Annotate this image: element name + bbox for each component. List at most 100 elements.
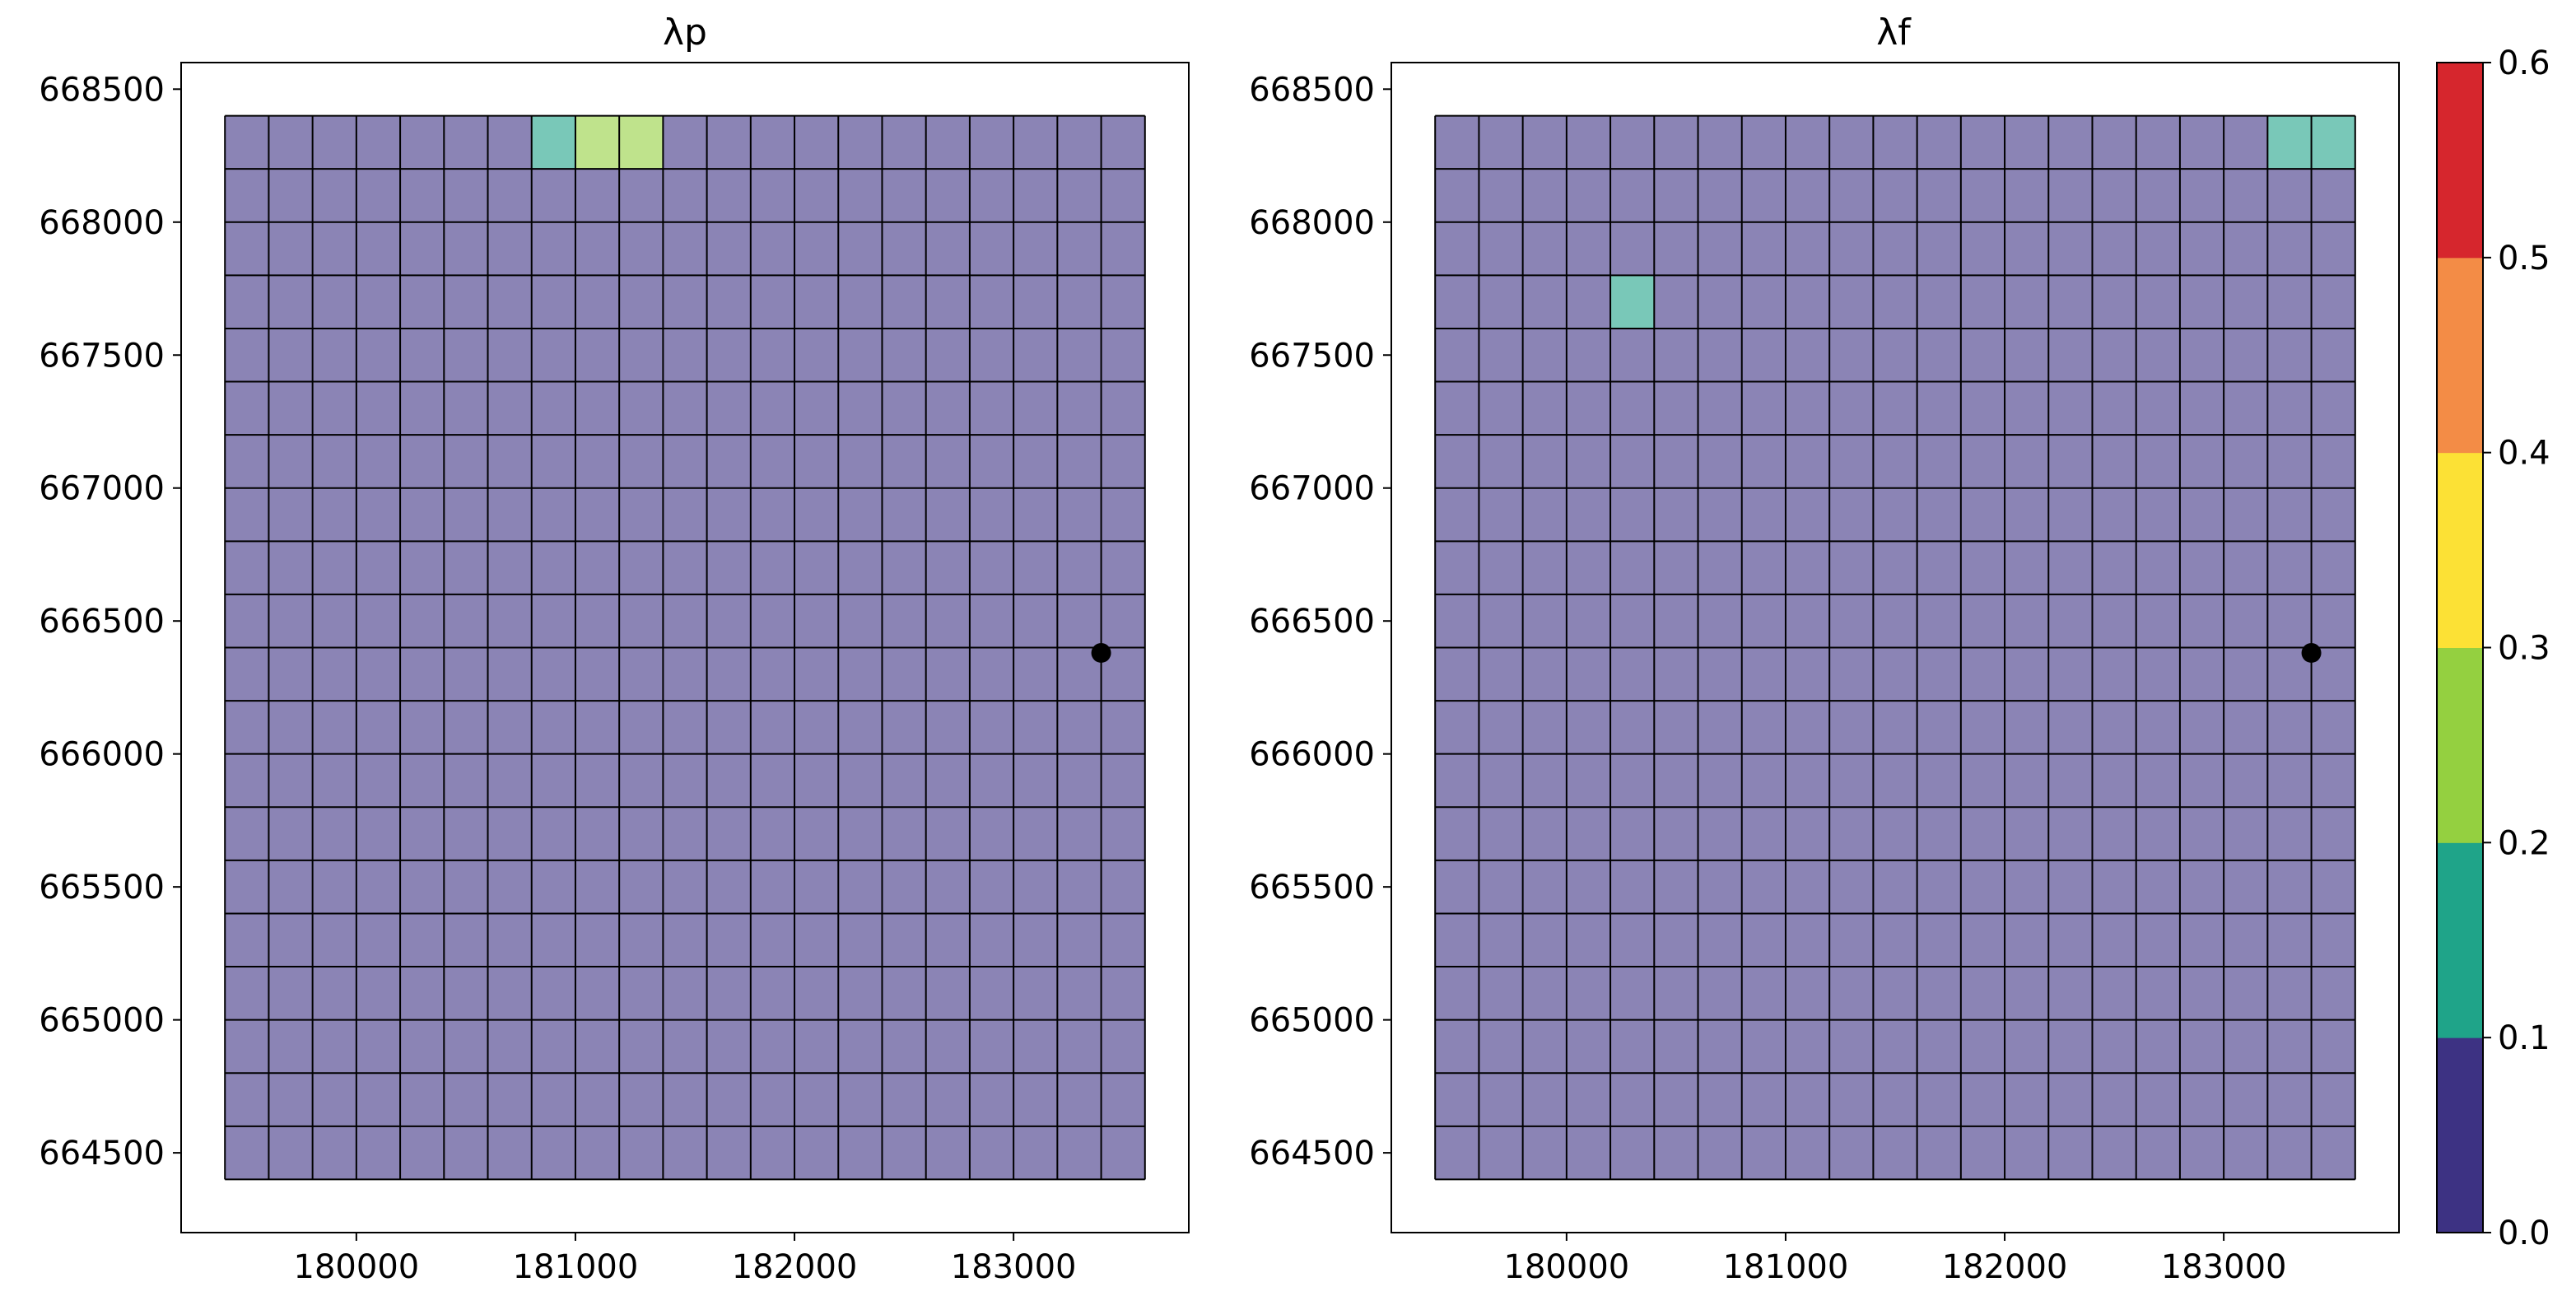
grid-cell — [1698, 328, 1743, 383]
grid-cell — [969, 115, 1014, 170]
grid-cell — [2136, 328, 2181, 383]
grid-cell — [2267, 594, 2313, 648]
grid-cell — [706, 381, 752, 436]
grid-cell — [356, 115, 401, 170]
grid-cell — [2005, 115, 2049, 170]
grid-cell — [2048, 807, 2093, 861]
grid-cell — [882, 115, 927, 170]
grid-cell — [1479, 328, 1524, 383]
x-tick-label: 182000 — [732, 1248, 858, 1286]
grid-cell — [531, 169, 576, 223]
grid-cell — [925, 435, 971, 489]
grid-cell — [1741, 647, 1786, 702]
grid-cell — [2092, 487, 2137, 542]
grid-cell — [1873, 169, 1918, 223]
grid-cell — [312, 381, 357, 436]
grid-cell — [1785, 807, 1830, 861]
grid-cell — [663, 328, 708, 383]
grid-cell — [268, 169, 314, 223]
grid-cell — [1522, 701, 1567, 755]
grid-cell — [1960, 381, 2005, 436]
grid-cell — [882, 1126, 927, 1180]
grid-cell — [1057, 753, 1102, 808]
grid-cell — [268, 753, 314, 808]
grid-cell — [2311, 115, 2356, 170]
grid-cell — [1785, 647, 1830, 702]
grid-cell — [1013, 913, 1058, 967]
grid-cell — [2224, 221, 2268, 276]
grid-cell — [2005, 275, 2049, 329]
grid-cell — [268, 328, 314, 383]
grid-cell — [356, 701, 401, 755]
grid-cell — [706, 328, 752, 383]
grid-cell — [2005, 647, 2049, 702]
grid-cell — [1479, 381, 1524, 436]
grid-cell — [794, 275, 839, 329]
grid-cell — [706, 275, 752, 329]
grid-cell — [838, 1073, 883, 1127]
grid-cell — [1741, 275, 1786, 329]
grid-cell — [268, 487, 314, 542]
grid-cell — [1741, 1019, 1786, 1074]
y-tick-label: 666000 — [1249, 736, 1375, 774]
grid-cell — [487, 435, 533, 489]
grid-cell — [1960, 913, 2005, 967]
grid-cell — [356, 1073, 401, 1127]
grid-cell — [1785, 115, 1830, 170]
grid-cell — [925, 221, 971, 276]
grid-cell — [2092, 115, 2137, 170]
grid-cell — [2224, 1073, 2268, 1127]
grid-cell — [1960, 1126, 2005, 1180]
grid-cell — [1101, 807, 1146, 861]
grid-cell — [1785, 913, 1830, 967]
x-tick-label: 183000 — [2161, 1248, 2287, 1286]
grid-cell — [2005, 594, 2049, 648]
grid-cell — [2179, 275, 2224, 329]
grid-cell — [969, 701, 1014, 755]
grid-cell — [312, 913, 357, 967]
grid-cell — [225, 541, 269, 595]
grid-cell — [1654, 913, 1699, 967]
grid-cell — [2136, 1019, 2181, 1074]
grid-cell — [531, 647, 576, 702]
grid-cell — [1566, 328, 1611, 383]
grid-cell — [1566, 169, 1611, 223]
grid-cell — [2005, 169, 2049, 223]
grid-cell — [225, 115, 269, 170]
grid-cell — [838, 594, 883, 648]
grid-cell — [969, 860, 1014, 914]
grid-cell — [1435, 594, 1479, 648]
grid-cell — [619, 807, 664, 861]
grid-cell — [882, 1073, 927, 1127]
grid-cell — [2311, 275, 2356, 329]
grid-cell — [312, 1019, 357, 1074]
grid-cell — [2048, 594, 2093, 648]
grid-cell — [2092, 701, 2137, 755]
grid-cell — [1829, 435, 1874, 489]
panel-title-lambda-p: λp — [663, 12, 707, 54]
grid-cell — [969, 328, 1014, 383]
grid-cell — [2092, 381, 2137, 436]
grid-cell — [356, 221, 401, 276]
grid-cell — [356, 541, 401, 595]
grid-cell — [882, 275, 927, 329]
grid-cell — [2136, 275, 2181, 329]
grid-cell — [444, 807, 489, 861]
grid-cell — [1522, 115, 1567, 170]
grid-cell — [969, 1073, 1014, 1127]
grid-cell — [487, 913, 533, 967]
grid-cell — [575, 435, 620, 489]
grid-cell — [2311, 1073, 2356, 1127]
grid-cell — [2048, 1073, 2093, 1127]
grid-cell — [1917, 701, 1962, 755]
grid-cell — [838, 381, 883, 436]
grid-cell — [225, 487, 269, 542]
grid-cell — [750, 381, 795, 436]
grid-cell — [531, 381, 576, 436]
grid-cell — [2311, 701, 2356, 755]
grid-cell — [1917, 913, 1962, 967]
grid-cell — [750, 541, 795, 595]
grid-cell — [2048, 1126, 2093, 1180]
grid-cell — [1698, 860, 1743, 914]
grid-cell — [356, 381, 401, 436]
